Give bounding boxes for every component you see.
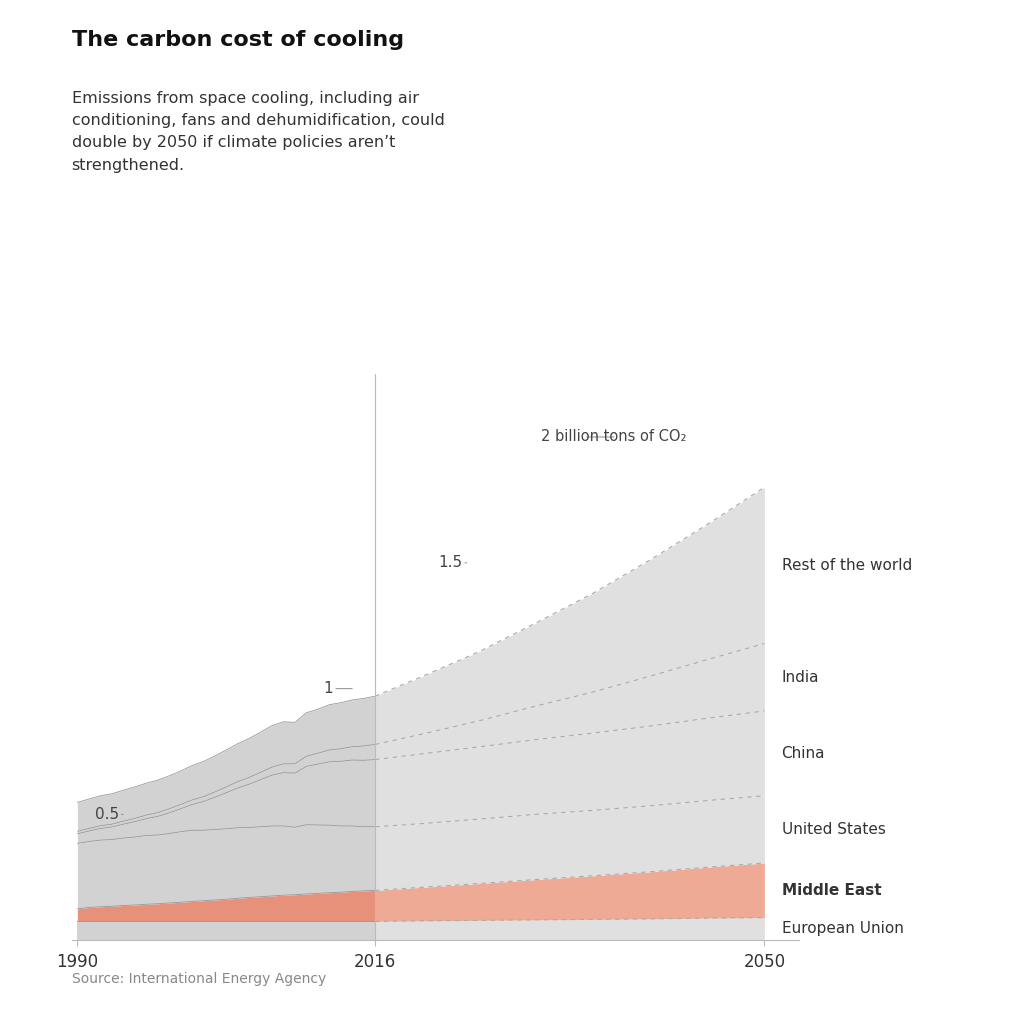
Text: 1: 1: [324, 681, 352, 697]
Text: United States: United States: [781, 822, 886, 837]
Text: The carbon cost of cooling: The carbon cost of cooling: [72, 30, 403, 51]
Text: Middle East: Middle East: [781, 883, 882, 898]
Text: China: China: [781, 746, 825, 761]
Text: 1.5: 1.5: [438, 555, 467, 570]
Text: 0.5: 0.5: [94, 807, 123, 822]
Text: 2 billion tons of CO₂: 2 billion tons of CO₂: [541, 430, 687, 445]
Text: Emissions from space cooling, including air
conditioning, fans and dehumidificat: Emissions from space cooling, including …: [72, 91, 444, 173]
Text: India: India: [781, 669, 819, 684]
Text: Rest of the world: Rest of the world: [781, 558, 911, 573]
Text: European Union: European Union: [781, 921, 903, 936]
Text: Source: International Energy Agency: Source: International Energy Agency: [72, 972, 326, 986]
